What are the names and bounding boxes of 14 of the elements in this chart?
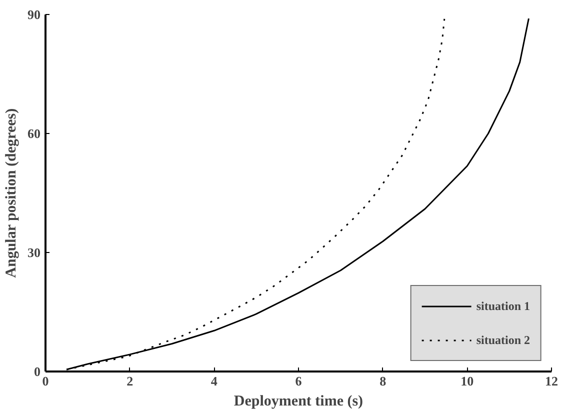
y-tick-label: 0	[34, 364, 40, 379]
y-axis-title: Angular position (degrees)	[4, 108, 20, 278]
x-tick-label: 2	[126, 374, 134, 388]
x-tick-label: 10	[460, 374, 474, 388]
x-tick-label: 12	[545, 374, 558, 388]
y-tick-label: 30	[28, 245, 40, 260]
x-tick-label: 8	[380, 374, 387, 388]
legend-label: situation 2	[476, 332, 530, 348]
x-tick-label: 4	[210, 374, 218, 388]
y-tick-label: 90	[28, 7, 40, 22]
y-tick-label: 60	[28, 126, 40, 141]
x-tick-label: 6	[295, 374, 302, 388]
x-axis-title: Deployment time (s)	[234, 394, 364, 410]
legend-label: situation 1	[476, 298, 530, 314]
